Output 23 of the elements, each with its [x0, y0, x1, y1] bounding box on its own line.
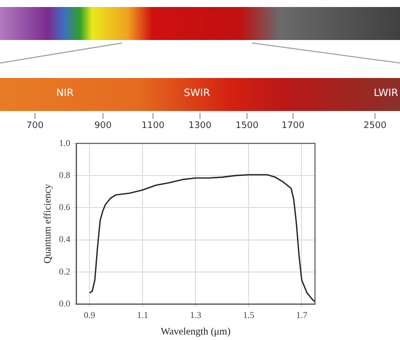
y-axis-title: Quantum efficiency	[42, 184, 54, 264]
x-axis-title: Wavelength (μm)	[160, 326, 231, 338]
y-tick-label: 0.8	[59, 170, 71, 180]
text: 1100	[140, 121, 166, 131]
text: NIR	[55, 88, 75, 99]
text: 900	[93, 121, 113, 131]
text: 700	[25, 121, 45, 131]
y-tick-label: 0.4	[59, 234, 71, 244]
y-tick-label: 0.2	[59, 266, 70, 276]
x-tick-label: 1.7	[296, 310, 308, 320]
text: 1500	[234, 121, 260, 131]
x-tick-label: 1.5	[243, 310, 255, 320]
y-tick-label: 0.6	[59, 202, 71, 212]
text: 1300	[188, 121, 212, 131]
y-tick-label: 0.0	[59, 298, 71, 309]
x-tick-label: 0.9	[84, 310, 96, 320]
text: LWIR	[372, 88, 400, 99]
text: 1700	[280, 121, 306, 131]
x-tick-label: 1.1	[136, 310, 148, 320]
text: SWIR	[182, 88, 212, 99]
y-tick-label: 1.0	[59, 138, 71, 148]
text: 2500	[362, 121, 388, 131]
x-tick-label: 1.3	[190, 310, 202, 320]
